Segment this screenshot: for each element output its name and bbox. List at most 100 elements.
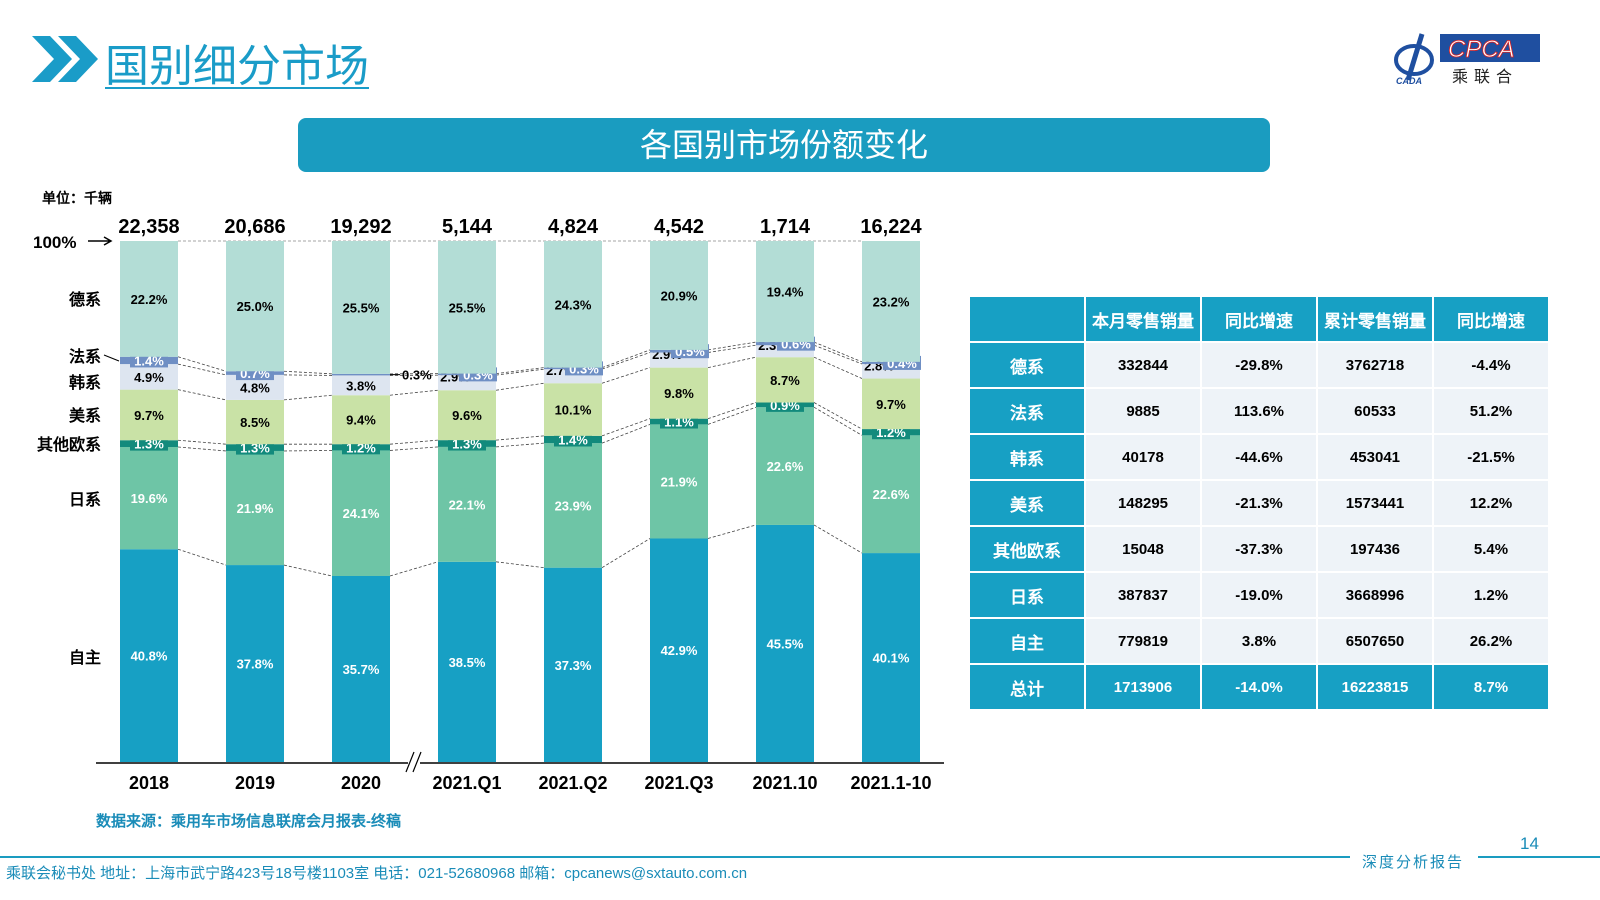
y-top-label: 100% [33,233,76,252]
connector-line [177,446,227,452]
connector-line [707,344,757,353]
bar-segment-德系 [862,241,920,362]
connector-line [389,446,439,451]
data-label: 19.4% [767,285,804,300]
footer-tag: 深度分析报告 [1362,853,1465,871]
total-label: 5,144 [442,216,493,238]
bar-segment-自主 [226,565,284,762]
total-label: 4,542 [654,216,704,238]
row-label: 自主 [970,619,1084,663]
data-label: 22.2% [131,292,168,307]
row-label: 总计 [970,665,1084,709]
row-label: 韩系 [970,435,1084,479]
bar-segment-自主 [544,567,602,762]
table-cell: 40178 [1086,435,1200,479]
bar-segment-德系 [332,241,390,374]
connector-line [177,548,227,566]
row-label: 其他欧系 [970,527,1084,571]
data-label: 37.8% [237,657,274,672]
connector-line [389,561,439,577]
data-label: 1.3% [240,441,270,456]
series-label: 韩系 [69,373,101,392]
bar-segment-美系 [332,395,390,445]
table-cell: 197436 [1318,527,1432,571]
page-number: 14 [1520,834,1539,853]
data-source: 数据来源：乘用车市场信息联席会月报表-终稿 [96,813,401,830]
table-row: 美系 148295 -21.3% 1573441 12.2% [970,481,1548,525]
data-label: 37.3% [555,658,592,673]
table-cell: 332844 [1086,343,1200,387]
connector-line [283,564,333,577]
bar-segment-德系 [438,241,496,374]
data-label: 24.3% [555,297,592,312]
x-tick-label: 2021.Q2 [538,773,607,793]
connector-line [707,356,757,368]
connector-line [495,435,545,441]
column-header: 本月零售销量 [1086,297,1200,341]
table-cell: 60533 [1318,389,1432,433]
table-cell: 5.4% [1434,527,1548,571]
connector-line [813,402,863,430]
series-label: 自主 [69,648,101,667]
connector-line [283,394,333,401]
total-label: 4,824 [548,216,599,238]
data-label: 24.1% [343,506,380,521]
data-label: 1.4% [558,433,588,448]
data-label: 25.5% [343,300,380,315]
x-tick-label: 2020 [341,773,381,793]
connector-line [177,439,227,445]
axis-break-icon [408,752,420,774]
connector-line [707,402,757,420]
table-cell: 387837 [1086,573,1200,617]
total-label: 19,292 [330,216,391,238]
table-row: 德系 332844 -29.8% 3762718 -4.4% [970,343,1548,387]
table-cell: 113.6% [1202,389,1316,433]
connector-line [283,374,333,376]
connector-line [813,406,863,436]
bar-segment-美系 [120,389,178,441]
data-label: 23.9% [555,498,592,513]
x-tick-label: 2019 [235,773,275,793]
table-cell: 148295 [1086,481,1200,525]
bar-segment-日系 [226,450,284,566]
data-label: 0.3% [402,368,432,383]
row-label: 德系 [970,343,1084,387]
data-label: 22.6% [767,459,804,474]
data-label: 25.5% [449,300,486,315]
unit-label: 单位：千辆 [42,190,112,206]
data-label: 1.4% [134,353,164,368]
data-label: 9.6% [452,408,482,423]
data-label: 21.9% [237,501,274,516]
data-label: 20.9% [661,288,698,303]
bar-segment-德系 [226,241,284,372]
series-label: 法系 [69,347,101,366]
divider [1478,856,1600,858]
column-header [970,297,1084,341]
row-label: 日系 [970,573,1084,617]
data-label: 9.7% [876,397,906,412]
column-header: 同比增速 [1202,297,1316,341]
data-label: 1.3% [134,437,164,452]
connector-line [177,389,227,401]
connector-line [707,406,757,425]
connector-line [707,524,757,539]
bar-segment-日系 [544,443,602,568]
data-label: 40.1% [873,651,910,666]
series-label: 日系 [69,491,101,509]
table-cell: 16223815 [1318,665,1432,709]
bar-segment-自主 [332,576,390,762]
total-row: 总计 1713906 -14.0% 16223815 8.7% [970,665,1548,709]
total-label: 22,358 [118,216,179,238]
connector-line [495,382,545,391]
connector-line [813,356,863,379]
bar-segment-自主 [650,538,708,762]
table-row: 自主 779819 3.8% 6507650 26.2% [970,619,1548,663]
table-row: 日系 387837 -19.0% 3668996 1.2% [970,573,1548,617]
data-label: 3.8% [346,378,376,393]
connector-line [601,424,651,444]
connector-line [813,524,863,554]
connector-line [707,341,757,351]
chevron-icon [32,36,98,82]
bar-segment-德系 [650,241,708,350]
bar-segment-日系 [332,450,390,577]
